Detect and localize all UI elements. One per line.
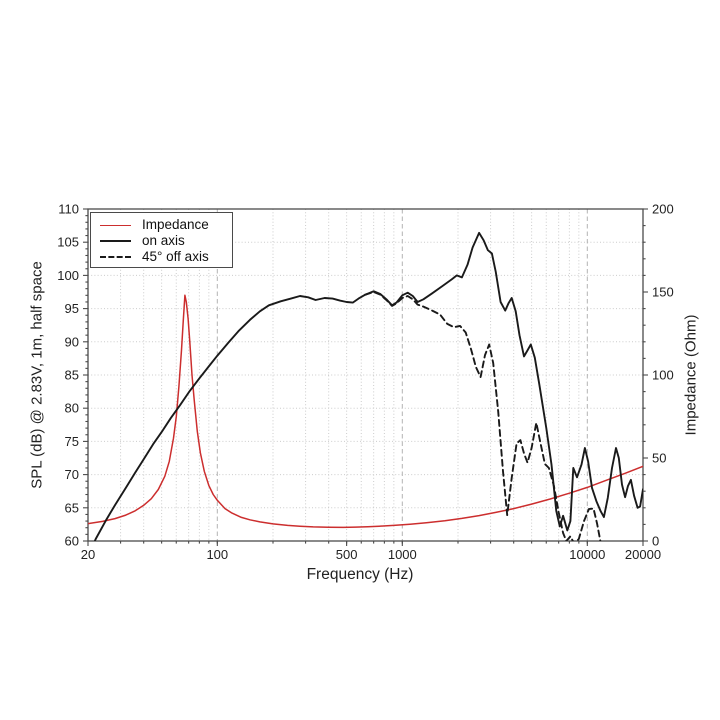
left-y-axis-title: SPL (dB) @ 2.83V, 1m, half space [28, 261, 46, 489]
legend-item-on-axis: on axis [100, 233, 228, 249]
plot-frame [87, 208, 644, 542]
off-axis-curve [364, 291, 602, 541]
y-left-tick-label: 70 [65, 467, 79, 482]
x-tick-label: 10000 [569, 547, 605, 562]
legend-box: Impedance on axis 45° off axis [90, 212, 233, 268]
impedance-line-sample [100, 224, 131, 226]
legend-item-off-axis: 45° off axis [100, 249, 228, 265]
legend-label-impedance: Impedance [142, 217, 209, 232]
y-right-tick-label: 150 [652, 285, 674, 300]
legend-item-impedance: Impedance [100, 217, 228, 233]
off-axis-line-sample [100, 256, 131, 258]
x-tick-label: 20000 [625, 547, 661, 562]
y-left-tick-label: 105 [57, 235, 79, 250]
y-left-tick-label: 110 [58, 202, 79, 217]
y-right-tick-label: 100 [652, 368, 674, 383]
impedance-curve [88, 294, 643, 529]
y-left-tick-label: 60 [65, 534, 79, 549]
y-left-tick-label: 80 [65, 401, 79, 416]
series-curves [88, 231, 643, 541]
y-left-tick-label: 85 [65, 368, 79, 383]
x-tick-label: 1000 [388, 547, 417, 562]
y-left-tick-label: 95 [65, 301, 79, 316]
on-axis-line-sample [100, 240, 131, 242]
x-tick-label: 100 [206, 547, 228, 562]
y-left-tick-label: 90 [65, 334, 79, 349]
x-axis-title: Frequency (Hz) [306, 566, 414, 583]
y-left-tick-label: 65 [65, 500, 79, 515]
x-tick-label: 20 [81, 547, 95, 562]
y-right-tick-label: 50 [652, 451, 666, 466]
y-right-tick-label: 0 [652, 534, 659, 549]
y-left-tick-label: 75 [65, 434, 79, 449]
y-left-tick-label: 100 [57, 268, 79, 283]
right-y-axis-title: Impedance (Ohm) [682, 314, 700, 436]
legend-label-off-axis: 45° off axis [142, 249, 209, 264]
legend-label-on-axis: on axis [142, 233, 185, 248]
x-tick-label: 500 [336, 547, 358, 562]
on-axis-curve [93, 231, 643, 541]
y-right-tick-label: 200 [652, 202, 674, 217]
tick-labels: 20 100 500 1000 10000 20000606570758085909510… [57, 202, 673, 563]
